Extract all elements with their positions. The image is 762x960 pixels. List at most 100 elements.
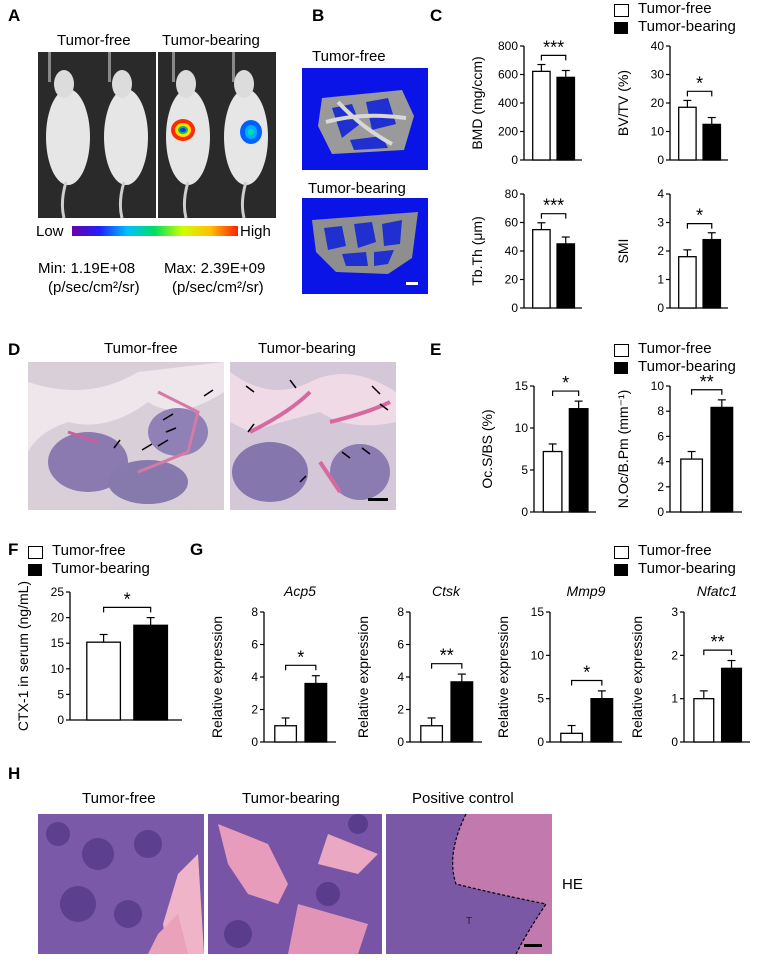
bar-tumor-bearing xyxy=(710,406,734,513)
panel-letter-h: H xyxy=(8,764,21,783)
scale-high-label: High xyxy=(240,223,271,240)
bar-tumor-bearing xyxy=(702,123,722,161)
significance-bracket xyxy=(540,213,567,219)
legend-c-bearing-label: Tumor-bearing xyxy=(638,18,736,35)
legend-f-free-swatch xyxy=(28,546,43,559)
legend-g-free-label: Tumor-free xyxy=(638,542,712,559)
chart-acp5: Acp5 Relative expression 0 2 4 6 8 * xyxy=(209,583,336,749)
panel-h-free-label: Tumor-free xyxy=(82,790,156,807)
chart-title: Nfatc1 xyxy=(697,583,737,599)
legend-e-bearing-swatch xyxy=(614,362,628,374)
panel-letter-c: C xyxy=(430,6,443,25)
legend-f-bearing-swatch xyxy=(28,564,42,576)
significance-stars: * xyxy=(696,206,703,226)
bar-tumor-bearing xyxy=(568,408,589,513)
scale-low-label: Low xyxy=(36,223,64,240)
y-tick-label: 2 xyxy=(671,648,678,662)
panel-h-bearing-label: Tumor-bearing xyxy=(242,790,340,807)
y-tick-label: 4 xyxy=(251,670,258,684)
bar-tumor-free xyxy=(560,732,584,743)
panel-h-positive-label: Positive control xyxy=(412,790,514,807)
chart-mmp9: Mmp9 Relative expression 0 5 10 15 * xyxy=(495,583,622,749)
chart-tb-th: Tb.Th (μm) 0 20 40 60 80 *** xyxy=(469,187,582,315)
chart-title: Acp5 xyxy=(283,583,316,599)
significance-stars: *** xyxy=(543,196,564,216)
mice-photo-tumor-bearing xyxy=(158,52,276,218)
panel-a-bearing-label: Tumor-bearing xyxy=(162,32,260,49)
y-tick-label: 6 xyxy=(657,429,664,443)
panel-letter-d: D xyxy=(8,340,21,359)
y-tick-label: 15 xyxy=(515,379,529,393)
y-tick-label: 3 xyxy=(657,216,664,230)
y-tick-label: 20 xyxy=(51,611,65,625)
y-tick-label: 600 xyxy=(498,68,518,82)
bar-tumor-free xyxy=(532,70,551,161)
legend-f-free-label: Tumor-free xyxy=(52,542,126,559)
he-stain-tumor-bearing xyxy=(208,814,382,954)
y-tick-label: 5 xyxy=(57,687,64,701)
significance-bracket xyxy=(686,223,713,229)
y-tick-label: 8 xyxy=(397,605,404,619)
y-axis-label: N.Oc/B.Pm (mm⁻¹) xyxy=(615,390,631,509)
y-tick-label: 20 xyxy=(651,96,665,110)
y-tick-label: 2 xyxy=(657,480,664,494)
y-tick-label: 0 xyxy=(671,735,678,749)
y-tick-label: 800 xyxy=(498,39,518,53)
chart-title: Ctsk xyxy=(432,583,461,599)
mice-photo-tumor-free xyxy=(38,52,156,218)
y-tick-label: 0 xyxy=(511,153,518,167)
y-axis-label: Relative expression xyxy=(629,616,645,738)
y-tick-label: 4 xyxy=(397,670,404,684)
chart-bv-tv: BV/TV (%) 0 10 20 30 40 * xyxy=(615,39,728,167)
chart-title: Mmp9 xyxy=(567,583,606,599)
bar-tumor-bearing xyxy=(556,243,576,309)
legend-g-bearing-label: Tumor-bearing xyxy=(638,560,736,577)
y-axis-label: CTX-1 in serum (ng/mL) xyxy=(15,581,31,731)
significance-bracket xyxy=(691,389,723,395)
bar-tumor-bearing xyxy=(720,667,743,743)
y-tick-label: 0 xyxy=(537,735,544,749)
significance-bracket xyxy=(540,54,567,61)
panel-d-bearing-label: Tumor-bearing xyxy=(258,340,356,357)
y-tick-label: 1 xyxy=(657,273,664,287)
y-tick-label: 0 xyxy=(397,735,404,749)
y-tick-label: 25 xyxy=(51,585,65,599)
bar-tumor-free xyxy=(274,725,298,743)
he-stain-positive-control: T xyxy=(386,814,552,954)
y-tick-label: 0 xyxy=(511,301,518,315)
y-tick-label: 40 xyxy=(505,244,519,258)
panel-letter-f: F xyxy=(8,540,19,559)
panel-a-free-label: Tumor-free xyxy=(57,32,131,49)
y-tick-label: 15 xyxy=(51,636,65,650)
bar-tumor-bearing xyxy=(133,624,169,721)
chart-nfatc1: Nfatc1 Relative expression 0 1 2 3 ** xyxy=(629,583,750,749)
y-tick-label: 40 xyxy=(651,39,665,53)
y-tick-label: 10 xyxy=(531,648,545,662)
trap-stain-tumor-bearing xyxy=(230,362,396,510)
y-tick-label: 0 xyxy=(657,505,664,519)
y-axis-label: Tb.Th (μm) xyxy=(469,216,485,286)
significance-stars: *** xyxy=(543,37,564,57)
y-tick-label: 15 xyxy=(531,605,545,619)
he-stain-tumor-free xyxy=(38,814,204,954)
min-unit-label: (p/sec/cm²/sr) xyxy=(48,279,140,296)
significance-stars: ** xyxy=(440,646,454,666)
legend-f-bearing-label: Tumor-bearing xyxy=(52,560,150,577)
significance-bracket xyxy=(571,679,603,686)
legend-e-free-swatch xyxy=(614,344,629,357)
panel-b-free-label: Tumor-free xyxy=(312,48,386,65)
legend-c-bearing-swatch xyxy=(614,22,628,34)
trap-stain-tumor-free xyxy=(28,362,224,510)
chart-ctsk: Ctsk Relative expression 0 2 4 6 8 ** xyxy=(355,583,482,749)
bar-tumor-bearing xyxy=(702,238,722,309)
y-tick-label: 0 xyxy=(657,301,664,315)
panel-letter-e: E xyxy=(430,340,442,359)
min-value-label: Min: 1.19E+08 xyxy=(38,260,136,277)
y-axis-label: SMI xyxy=(615,239,631,264)
y-tick-label: 80 xyxy=(505,187,519,201)
legend-g-bearing-swatch xyxy=(614,564,628,576)
chart-oc-s-bs: Oc.S/BS (%) 0 5 10 15 * xyxy=(479,374,596,519)
legend-e-bearing-label: Tumor-bearing xyxy=(638,358,736,375)
microct-tumor-free xyxy=(302,68,428,170)
luminescence-color-scale xyxy=(72,226,238,236)
